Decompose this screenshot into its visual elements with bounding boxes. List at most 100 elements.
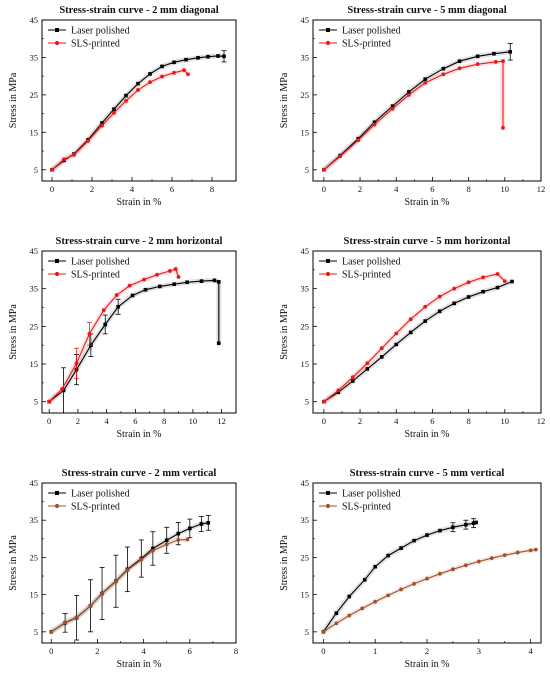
legend-label: SLS-printed bbox=[71, 502, 120, 513]
data-point bbox=[206, 54, 210, 59]
data-point bbox=[63, 620, 67, 625]
legend-label: SLS-printed bbox=[342, 502, 391, 513]
y-tick-label: 25 bbox=[30, 321, 39, 331]
chart-3: Stress-strain curve - 2 mm horizontal 0 2 4… bbox=[8, 236, 237, 440]
x-tick-label: 2 bbox=[90, 184, 94, 194]
data-point bbox=[50, 167, 54, 172]
plot-frame bbox=[41, 482, 237, 644]
chart-title: Stress-strain curve - 2 mm horizontal bbox=[56, 236, 223, 247]
series-halo bbox=[47, 277, 222, 404]
y-axis-label: Stress in MPa bbox=[8, 535, 19, 591]
x-axis-label: Strain in % bbox=[405, 197, 450, 208]
legend-label: Laser polished bbox=[71, 489, 130, 500]
chart-4: Stress-strain curve - 5 mm horizontal 0 2 4… bbox=[279, 236, 545, 440]
series-line bbox=[50, 539, 188, 633]
data-point bbox=[373, 599, 378, 604]
data-point bbox=[351, 379, 355, 383]
data-point bbox=[476, 559, 481, 564]
data-point bbox=[103, 322, 108, 327]
y-tick-label: 45 bbox=[30, 15, 39, 25]
legend-marker bbox=[326, 28, 330, 32]
series-sls-printed bbox=[321, 58, 506, 172]
y-tick-label: 35 bbox=[301, 52, 310, 62]
x-tick-label: 2 bbox=[358, 416, 362, 426]
x-tick-label: 12 bbox=[217, 416, 226, 426]
series-laser-polished bbox=[47, 277, 222, 414]
data-point bbox=[151, 546, 155, 551]
y-tick-label: 5 bbox=[34, 397, 38, 407]
y-axis-label: Stress in MPa bbox=[279, 304, 290, 360]
y-tick-label: 35 bbox=[30, 284, 39, 294]
y-axis-label: Stress in MPa bbox=[8, 72, 19, 128]
x-tick-label: 1 bbox=[373, 646, 377, 656]
data-point bbox=[475, 54, 480, 59]
data-point bbox=[172, 70, 176, 75]
data-point bbox=[185, 280, 189, 285]
legend-marker bbox=[325, 271, 331, 277]
series-line bbox=[323, 273, 506, 403]
y-tick-label: 35 bbox=[30, 515, 39, 525]
y-tick-label: 15 bbox=[30, 359, 39, 369]
data-point bbox=[61, 388, 66, 393]
y-tick-label: 35 bbox=[301, 284, 310, 294]
data-point bbox=[464, 522, 468, 527]
x-tick-label: 0 bbox=[322, 184, 326, 194]
series-halo bbox=[322, 279, 513, 404]
x-tick-label: 2 bbox=[76, 416, 80, 426]
data-point bbox=[338, 154, 343, 159]
data-point bbox=[184, 57, 188, 62]
legend-label: SLS-printed bbox=[342, 270, 391, 281]
data-point bbox=[386, 593, 391, 598]
x-tick-label: 2 bbox=[425, 646, 429, 656]
legend-label: Laser polished bbox=[342, 489, 401, 500]
legend-marker bbox=[325, 503, 331, 509]
data-point bbox=[206, 521, 211, 525]
data-point bbox=[372, 120, 377, 125]
legend-marker bbox=[326, 491, 330, 495]
y-tick-label: 35 bbox=[30, 52, 39, 62]
data-point bbox=[399, 587, 403, 592]
data-point bbox=[407, 92, 411, 97]
data-point bbox=[101, 308, 106, 313]
chart-5: Stress-strain curve - 2 mm vertical 0 2 4 6 8… bbox=[8, 468, 238, 670]
data-point bbox=[399, 546, 403, 550]
plot-frame bbox=[41, 250, 237, 414]
y-tick-label: 5 bbox=[305, 627, 309, 637]
series-line bbox=[48, 279, 220, 403]
y-tick-label: 45 bbox=[301, 246, 310, 256]
plot-frame bbox=[41, 19, 237, 182]
data-point bbox=[336, 388, 341, 393]
data-point bbox=[379, 355, 384, 359]
y-tick-label: 45 bbox=[30, 478, 39, 488]
x-tick-label: 0 bbox=[322, 416, 326, 426]
data-point bbox=[49, 629, 54, 634]
legend-label: SLS-printed bbox=[342, 39, 391, 50]
y-tick-label: 5 bbox=[34, 165, 38, 175]
data-point bbox=[425, 576, 429, 581]
data-point bbox=[441, 72, 446, 77]
data-point bbox=[350, 375, 355, 380]
y-tick-label: 25 bbox=[30, 90, 39, 100]
data-point bbox=[199, 279, 204, 283]
data-point bbox=[423, 77, 427, 81]
data-point bbox=[148, 72, 152, 76]
y-axis-label: Stress in MPa bbox=[279, 72, 290, 128]
data-point bbox=[124, 93, 128, 98]
data-point bbox=[114, 579, 118, 584]
data-point bbox=[188, 526, 192, 531]
series-halo bbox=[322, 58, 506, 172]
chart-6: Stress-strain curve - 5 mm vertical 0 1 2 3 4… bbox=[279, 468, 542, 670]
data-point bbox=[493, 60, 498, 64]
data-point bbox=[347, 594, 352, 599]
data-point bbox=[492, 51, 496, 56]
y-axis-label: Stress in MPa bbox=[8, 304, 19, 360]
series-sls-printed bbox=[49, 537, 190, 634]
x-tick-label: 8 bbox=[466, 416, 470, 426]
data-point bbox=[164, 538, 169, 543]
data-point bbox=[365, 361, 370, 366]
data-point bbox=[62, 157, 66, 162]
data-point bbox=[321, 399, 326, 404]
data-point bbox=[158, 284, 162, 289]
x-axis-label: Strain in % bbox=[405, 659, 450, 670]
x-tick-label: 4 bbox=[394, 416, 399, 426]
